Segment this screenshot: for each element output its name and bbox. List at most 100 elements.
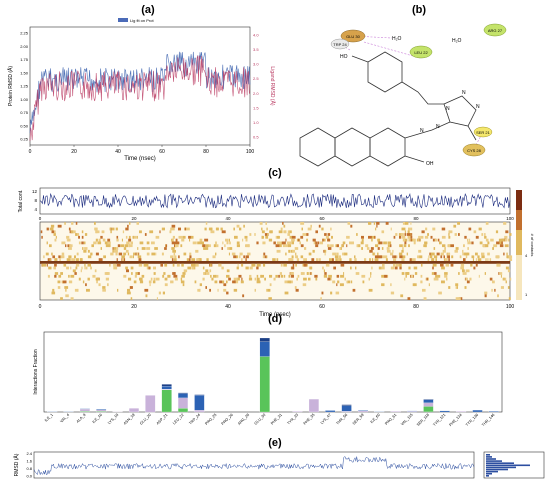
heatmap-cell <box>261 235 264 239</box>
heatmap-cell <box>248 277 253 281</box>
heatmap-cell <box>429 252 431 256</box>
heatmap-cell <box>300 244 304 248</box>
heatmap-cell <box>148 266 150 270</box>
heatmap-cell <box>496 241 500 245</box>
residue-label-pro_61: PRO_61 <box>384 413 397 426</box>
heatmap-cell <box>355 272 360 275</box>
heatmap-cell <box>223 283 227 287</box>
heatmap-cell <box>236 255 239 259</box>
heatmap-cell <box>342 252 345 256</box>
heatmap-cell <box>322 238 326 242</box>
panel-label-b: (b) <box>412 4 426 16</box>
c-xtick-label: 20 <box>131 304 137 310</box>
heatmap-cell <box>231 252 236 256</box>
heatmap-cell <box>46 241 48 245</box>
panel-c-top-y-ticks: 12 8 4 <box>32 189 38 212</box>
heatmap-cell <box>133 280 137 284</box>
heatmap-cell <box>180 244 183 248</box>
heatmap-cell <box>383 241 386 245</box>
heatmap-cell <box>153 272 156 275</box>
heatmap-cell <box>61 252 65 256</box>
c-top-ytick-label: 8 <box>34 198 37 203</box>
heatmap-cell <box>222 241 224 245</box>
heatmap-cell <box>338 255 341 259</box>
heatmap-cell <box>243 224 245 228</box>
atom-label-water-2: H₂O <box>452 38 462 44</box>
heatmap-cell <box>287 280 292 284</box>
heatmap-cell <box>224 244 226 248</box>
panel-e-rmsd: 2.4 1.6 0.8 0.0 RMSD (Å) <box>13 451 545 479</box>
bar-asp_21-s0 <box>161 389 172 413</box>
histogram-bar <box>486 470 498 473</box>
heatmap-cell <box>111 227 115 231</box>
heatmap-cell <box>244 235 248 239</box>
residue-label-ser_59: SER_59 <box>352 413 365 426</box>
heatmap-cell <box>178 235 182 239</box>
heatmap-cell <box>400 294 404 298</box>
heatmap-cell <box>46 227 49 231</box>
bar-lys_47-s2 <box>325 410 336 413</box>
heatmap-cell <box>435 258 437 261</box>
heatmap-cell <box>126 241 130 245</box>
c-top-xtick-label: 0 <box>39 216 42 221</box>
bar-ser_118-s1 <box>423 402 434 407</box>
a-xtick-label: 0 <box>29 149 32 155</box>
heatmap-cell <box>68 247 72 250</box>
heatmap-cell <box>210 227 213 231</box>
heatmap-cell <box>344 277 346 281</box>
heatmap-cell <box>170 227 175 231</box>
phenyl-ring-upper <box>367 51 403 93</box>
bar-phe_35-s1 <box>308 399 319 413</box>
a-xtick-label: 20 <box>71 149 77 155</box>
heatmap-cell <box>486 244 488 248</box>
heatmap-cell <box>347 235 350 239</box>
heatmap-cell <box>301 227 303 231</box>
heatmap-cell <box>226 274 230 278</box>
heatmap-cell <box>365 244 369 248</box>
heatmap-cell <box>132 255 134 259</box>
heatmap-cell <box>384 274 388 278</box>
heatmap-cell <box>441 280 445 284</box>
heatmap-cell <box>245 238 248 242</box>
heatmap-cell <box>291 255 294 259</box>
heatmap-cell <box>412 283 415 287</box>
heatmap-cell <box>130 266 134 270</box>
heatmap-cell <box>319 258 321 261</box>
heatmap-cell <box>302 233 307 236</box>
heatmap-cell <box>464 235 467 239</box>
heatmap-cell <box>339 247 342 250</box>
heatmap-cell <box>408 238 412 242</box>
heatmap-cell <box>392 252 394 256</box>
heatmap-cell <box>473 230 477 234</box>
heatmap-cell <box>284 291 289 295</box>
heatmap-cell <box>376 222 380 225</box>
heatmap-cell <box>310 224 312 228</box>
heatmap-cell <box>155 252 157 256</box>
heatmap-cell <box>115 227 118 231</box>
bar-ser_59-s1 <box>358 410 369 413</box>
heatmap-cell <box>170 280 174 284</box>
heatmap-cell <box>295 263 297 267</box>
heatmap-cell <box>104 241 108 245</box>
protein-rmsd-line <box>29 51 251 134</box>
heatmap-cell <box>234 235 238 239</box>
heatmap-cell <box>455 286 457 289</box>
heatmap-cell <box>313 241 316 245</box>
heatmap-cell <box>435 274 438 278</box>
heatmap-cell <box>396 255 398 259</box>
heatmap-cell <box>487 252 490 256</box>
residue-bubble-cys28 <box>462 143 486 157</box>
heatmap-cell <box>171 224 176 228</box>
heatmap-cell <box>42 263 47 267</box>
heatmap-cell <box>478 274 480 278</box>
heatmap-cell <box>289 258 294 261</box>
heatmap-cell <box>103 238 105 242</box>
heatmap-cell <box>215 244 219 248</box>
heatmap-cell <box>86 288 90 292</box>
heatmap-cell <box>489 277 493 281</box>
heatmap-cell <box>129 222 131 225</box>
heatmap-cell <box>283 263 287 267</box>
histogram-bar <box>486 475 489 477</box>
heatmap-cell <box>350 280 353 284</box>
heatmap-cell <box>75 258 79 261</box>
